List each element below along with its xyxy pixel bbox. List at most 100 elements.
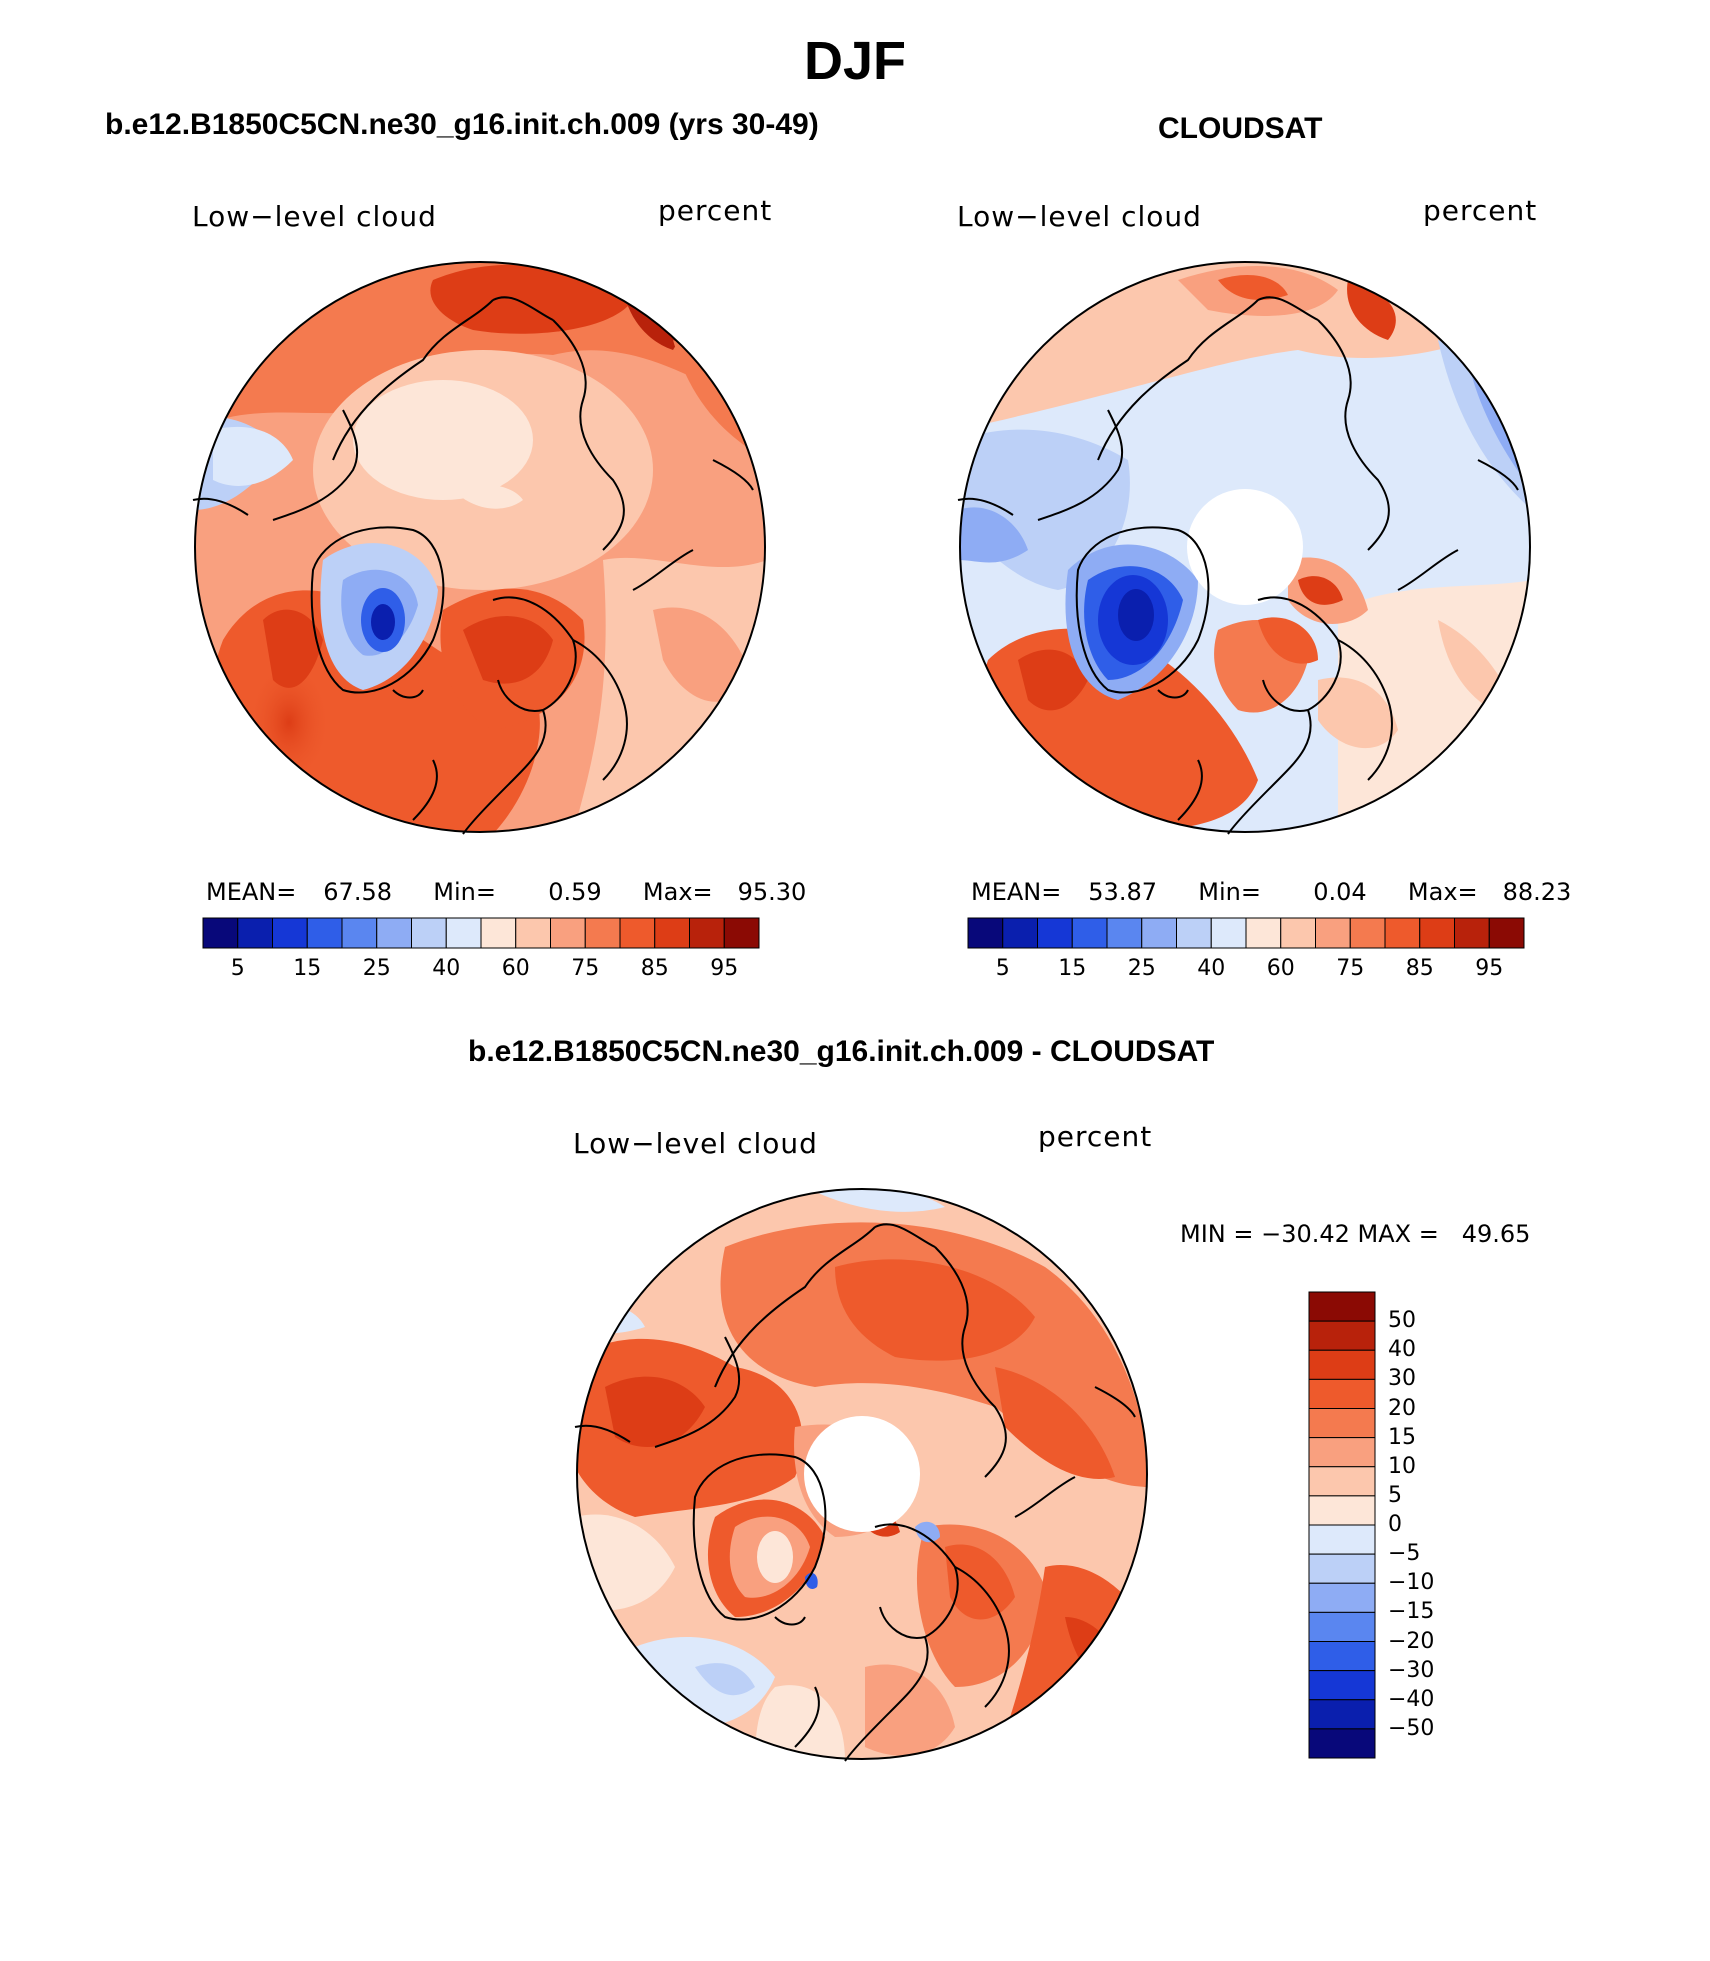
- panel-1-colorbar-box: [619, 917, 656, 949]
- panel-2-colorbar-box: [1037, 917, 1073, 949]
- panel-1-colorbar-box: [341, 917, 378, 949]
- difference-variable-label: Low−level cloud: [573, 1127, 818, 1160]
- difference-colorbar-tick-label: 20: [1388, 1395, 1416, 1421]
- difference-colorbar-box: [1308, 1495, 1376, 1526]
- panel-2-colorbar-box: [1245, 917, 1282, 949]
- difference-colorbar-box: [1308, 1524, 1376, 1555]
- difference-colorbar-box: [1308, 1728, 1376, 1759]
- difference-colorbar-tick-label: −10: [1388, 1570, 1435, 1596]
- panel-2-colorbar-box: [1419, 917, 1455, 949]
- panel-2-max-value: 88.23: [1502, 878, 1572, 906]
- difference-units-label: percent: [1038, 1120, 1153, 1153]
- panel-2-colorbar-box: [1141, 917, 1177, 949]
- difference-colorbar-tick-label: −40: [1388, 1686, 1435, 1712]
- difference-colorbar-tick-label: 15: [1388, 1424, 1416, 1450]
- difference-polar-map: [574, 1188, 1148, 1762]
- panel-1-colorbar-tick-label: 15: [293, 956, 322, 981]
- difference-colorbar-box: [1308, 1320, 1376, 1351]
- panel-2-colorbar-tick-label: 25: [1127, 956, 1156, 981]
- panel-2-variable-label: Low−level cloud: [957, 200, 1202, 233]
- difference-colorbar-labels: 50 40 30 20 15 10 5 0 −5 −10 −15 −20 −30 −40 −50: [1388, 1292, 1488, 1758]
- panel-1-colorbar: [202, 917, 760, 949]
- panel-1-colorbar-labels: 5 15 25 40 60 75 85 95: [203, 956, 759, 986]
- panel-2-max-label: Max=: [1407, 878, 1478, 906]
- figure-title: DJF: [803, 31, 906, 91]
- panel-2-case-title: CLOUDSAT: [1158, 112, 1323, 145]
- difference-colorbar: [1308, 1291, 1376, 1759]
- panel-1-stats: MEAN= 67.58 Min= 0.59 Max= 95.30: [206, 878, 806, 906]
- panel-2-colorbar-labels: 5 15 25 40 60 75 85 95: [968, 956, 1524, 986]
- difference-colorbar-tick-label: −30: [1388, 1657, 1435, 1683]
- difference-colorbar-tick-label: −5: [1388, 1541, 1421, 1567]
- difference-colorbar-tick-label: 40: [1388, 1337, 1416, 1363]
- difference-colorbar-tick-label: 0: [1388, 1512, 1402, 1537]
- panel-2-stats: MEAN= 53.87 Min= 0.04 Max= 88.23: [971, 878, 1571, 906]
- panel-2-colorbar-box: [1210, 917, 1247, 949]
- difference-colorbar-tick-label: −50: [1388, 1715, 1435, 1741]
- panel-2-min-value: 0.04: [1313, 878, 1367, 906]
- panel-1-mean-label: MEAN=: [206, 878, 297, 906]
- difference-colorbar-box: [1308, 1553, 1376, 1584]
- panel-1-colorbar-box: [237, 917, 273, 949]
- difference-colorbar-box: [1308, 1699, 1376, 1730]
- panel-2-colorbar-box: [1315, 917, 1351, 949]
- panel-2-colorbar-box: [1280, 917, 1316, 949]
- panel-1-case-title: b.e12.B1850C5CN.ne30_g16.init.ch.009 (yr…: [105, 108, 819, 141]
- panel-2-colorbar-box: [967, 917, 1004, 949]
- panel-1-colorbar-box: [306, 917, 343, 949]
- panel-1-colorbar-box: [411, 917, 447, 949]
- panel-1-mean-value: 67.58: [323, 878, 392, 906]
- panel-2-colorbar-tick-label: 95: [1475, 956, 1504, 981]
- panel-2-units-label: percent: [1423, 194, 1538, 227]
- difference-case-title: b.e12.B1850C5CN.ne30_g16.init.ch.009 - C…: [468, 1035, 1215, 1068]
- panel-1-colorbar-tick-label: 75: [571, 956, 600, 981]
- panel-1-colorbar-box: [515, 917, 551, 949]
- panel-1-colorbar-tick-label: 95: [710, 956, 739, 981]
- difference-colorbar-box: [1308, 1378, 1376, 1409]
- panel-2-colorbar-box: [1002, 917, 1038, 949]
- panel-2-mean-label: MEAN=: [971, 878, 1062, 906]
- panel-1-colorbar-box: [654, 917, 690, 949]
- panel-1-colorbar-box: [376, 917, 412, 949]
- panel-1-colorbar-box: [445, 917, 482, 949]
- difference-colorbar-box: [1308, 1641, 1376, 1672]
- panel-2-colorbar-tick-label: 75: [1336, 956, 1365, 981]
- difference-colorbar-box: [1308, 1611, 1376, 1642]
- difference-colorbar-tick-label: −20: [1388, 1628, 1435, 1654]
- difference-colorbar-box: [1308, 1349, 1376, 1380]
- panel-2-colorbar-tick-label: 85: [1405, 956, 1434, 981]
- panel-1-colorbar-box: [480, 917, 517, 949]
- panel-2-colorbar-tick-label: 60: [1266, 956, 1295, 981]
- panel-2-colorbar-box: [1349, 917, 1386, 949]
- panel-2-colorbar-tick-label: 5: [995, 956, 1010, 981]
- panel-2-colorbar-tick-label: 15: [1058, 956, 1087, 981]
- panel-1-colorbar-tick-label: 25: [362, 956, 391, 981]
- panel-2-colorbar-box: [1106, 917, 1143, 949]
- panel-2-mean-value: 53.87: [1088, 878, 1157, 906]
- difference-colorbar-box: [1308, 1466, 1376, 1497]
- difference-colorbar-box: [1308, 1582, 1376, 1613]
- panel-1-max-label: Max=: [642, 878, 713, 906]
- panel-2-colorbar-box: [1176, 917, 1212, 949]
- panel-1-colorbar-box: [584, 917, 621, 949]
- panel-1-colorbar-tick-label: 40: [432, 956, 461, 981]
- panel-1-max-value: 95.30: [737, 878, 807, 906]
- panel-1-colorbar-box: [272, 917, 308, 949]
- panel-1-colorbar-box: [723, 917, 760, 949]
- panel-2-colorbar-box: [1488, 917, 1525, 949]
- panel-1-polar-map: [192, 261, 766, 835]
- panel-2-polar-map: [957, 261, 1531, 835]
- difference-colorbar-box: [1308, 1291, 1376, 1322]
- difference-colorbar-tick-label: 50: [1388, 1308, 1416, 1334]
- panel-1-units-label: percent: [658, 194, 773, 227]
- panel-1-colorbar-tick-label: 85: [640, 956, 669, 981]
- panel-2-colorbar-box: [1384, 917, 1421, 949]
- difference-colorbar-box: [1308, 1437, 1376, 1468]
- difference-minmax-text: MIN = −30.42 MAX = 49.65: [1180, 1220, 1531, 1248]
- panel-1-colorbar-box: [202, 917, 239, 949]
- difference-colorbar-tick-label: 5: [1388, 1482, 1402, 1508]
- difference-colorbar-tick-label: 10: [1388, 1453, 1416, 1479]
- panel-1-colorbar-box: [550, 917, 586, 949]
- panel-2-colorbar-box: [1454, 917, 1490, 949]
- panel-1-variable-label: Low−level cloud: [192, 200, 437, 233]
